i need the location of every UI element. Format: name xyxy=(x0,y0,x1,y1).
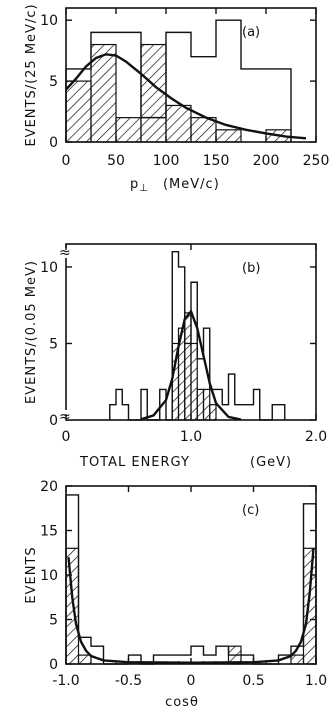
histogram-bin xyxy=(191,646,204,664)
x-tick-label: -1.0 xyxy=(52,673,79,689)
x-tick-label: 0 xyxy=(187,673,196,689)
y-tick-label: 5 xyxy=(49,613,58,629)
x-axis-unit: (GeV) xyxy=(250,455,292,470)
histogram-bin xyxy=(229,374,235,420)
y-tick-label: 5 xyxy=(49,336,58,352)
hatched-bar xyxy=(209,404,217,421)
y-tick-label: 0 xyxy=(49,135,58,151)
x-axis-label-sub: ⊥ xyxy=(139,183,149,194)
histogram-bin xyxy=(272,405,278,420)
histogram-bin xyxy=(141,389,147,420)
y-tick-label: 15 xyxy=(40,524,58,540)
hatched-bar xyxy=(190,342,198,421)
x-tick-label: 0.5 xyxy=(242,673,264,689)
x-axis-label-unit: (MeV/c) xyxy=(163,177,220,192)
x-tick-label: 2.0 xyxy=(305,429,327,445)
hatched-bar xyxy=(302,547,317,665)
hatched-bar xyxy=(90,43,117,143)
x-tick-label: 50 xyxy=(107,153,125,169)
x-tick-label: 1.0 xyxy=(180,429,202,445)
hatched-bar xyxy=(65,547,80,665)
fit-curve xyxy=(140,308,242,421)
histogram-outline xyxy=(65,19,292,142)
y-tick-label: 20 xyxy=(40,479,58,495)
x-tick-label: 250 xyxy=(303,153,330,169)
histogram-bin xyxy=(110,405,116,420)
axis-break-mark: ≈ xyxy=(59,409,71,425)
plot-frame xyxy=(65,485,317,665)
hatched-bar xyxy=(65,80,92,143)
axis-break-mark: ≈ xyxy=(59,245,71,261)
axis-break-mask xyxy=(60,248,72,258)
hatched-bar xyxy=(184,312,192,421)
x-axis-label: p⊥ (MeV/c) xyxy=(130,177,220,194)
hatched-bar xyxy=(215,129,242,143)
x-axis-label: TOTAL ENERGY xyxy=(79,455,190,470)
x-axis-label: cosθ xyxy=(165,695,199,710)
y-tick-label: 5 xyxy=(49,74,58,90)
plot-frame xyxy=(65,7,317,143)
hatched-bar xyxy=(77,654,92,665)
y-axis-label: EVENTS/(0.05 MeV) xyxy=(24,260,39,404)
histogram-bin xyxy=(241,405,247,420)
histogram-bin xyxy=(247,405,253,420)
hatched-bar xyxy=(190,117,217,143)
x-tick-label: 100 xyxy=(153,153,180,169)
hatched-bar xyxy=(165,104,192,143)
histogram-outline xyxy=(65,494,317,665)
panel-label: (a) xyxy=(242,25,260,40)
y-tick-label: 10 xyxy=(40,260,58,276)
y-tick-label: 10 xyxy=(40,568,58,584)
panel-label: (c) xyxy=(242,503,259,518)
y-tick-label: 0 xyxy=(49,413,58,429)
x-tick-label: 200 xyxy=(253,153,280,169)
histogram-bin xyxy=(254,389,260,420)
panel-label: (b) xyxy=(242,261,260,276)
y-axis-label: EVENTS xyxy=(24,546,39,603)
x-tick-label: -0.5 xyxy=(115,673,142,689)
x-axis-label-base: p xyxy=(130,177,139,192)
y-tick-label: 10 xyxy=(40,13,58,29)
panel-c: -1.0 -0.5 0 0.5 1.0 0 5 10 15 20 EVENTS cosθ (c) xyxy=(24,479,327,710)
y-axis-label: EVENTS/(25 MeV/c) xyxy=(24,3,39,146)
x-tick-label: 150 xyxy=(203,153,230,169)
x-tick-label: 0 xyxy=(62,429,71,445)
hatched-bar xyxy=(196,388,205,421)
hatched-bar xyxy=(290,654,305,665)
hatched-bar xyxy=(202,388,211,421)
hatched-bar xyxy=(140,43,167,143)
histogram-bin xyxy=(116,389,122,420)
x-tick-label: 0 xyxy=(62,153,71,169)
hatched-bar xyxy=(115,117,142,143)
fit-curve xyxy=(65,53,307,140)
histogram-bin xyxy=(91,646,104,664)
histogram-bin xyxy=(279,405,285,420)
x-tick-label: 1.0 xyxy=(305,673,327,689)
histogram-bin xyxy=(122,405,128,420)
y-tick-label: 0 xyxy=(49,657,58,673)
